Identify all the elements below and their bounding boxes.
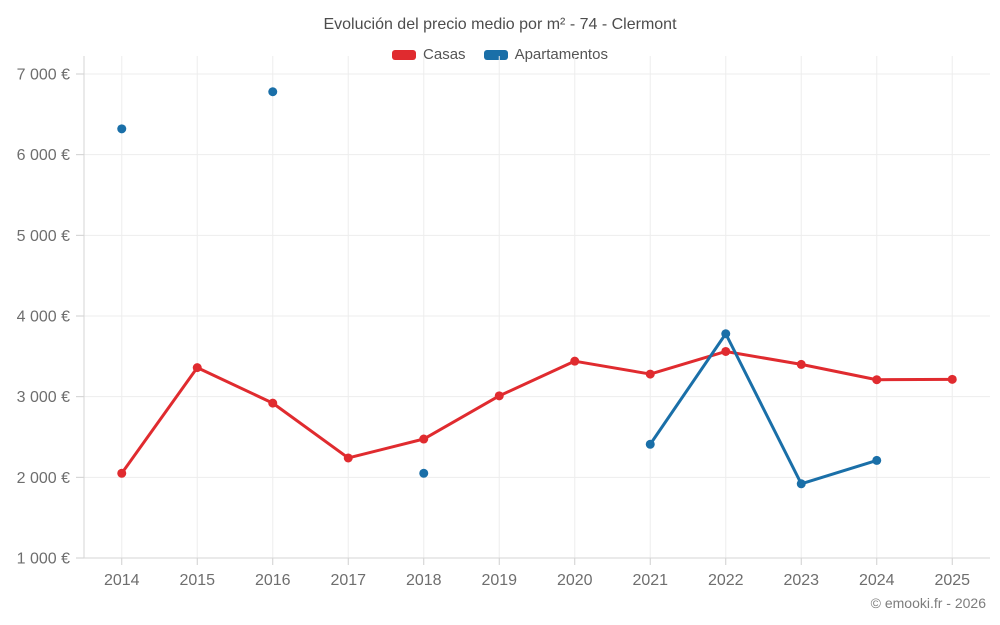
data-point-apartamentos-2024 xyxy=(872,455,882,465)
data-point-apartamentos-2023 xyxy=(796,479,806,489)
data-point-casas-2024 xyxy=(872,375,882,385)
chart-legend: Casas Apartamentos xyxy=(0,46,1000,63)
data-point-casas-2016 xyxy=(268,398,278,408)
apartamentos-swatch-icon xyxy=(483,49,508,60)
legend-item-apartamentos[interactable]: Apartamentos xyxy=(483,46,608,63)
x-axis-label: 2021 xyxy=(632,572,668,589)
data-point-casas-2019 xyxy=(494,391,504,401)
casas-swatch-icon xyxy=(392,49,417,60)
y-axis-label: 4 000 € xyxy=(17,309,70,326)
x-axis-label: 2017 xyxy=(330,572,366,589)
x-axis-label: 2023 xyxy=(783,572,819,589)
y-axis-label: 5 000 € xyxy=(17,228,70,245)
data-point-casas-2021 xyxy=(645,369,655,379)
data-point-casas-2020 xyxy=(570,356,580,366)
x-axis-label: 2014 xyxy=(104,572,140,589)
data-point-casas-2022 xyxy=(721,346,731,356)
legend-label-apartamentos: Apartamentos xyxy=(514,46,608,63)
y-axis-label: 7 000 € xyxy=(17,67,70,84)
data-point-apartamentos-2018 xyxy=(419,468,429,478)
x-axis-label: 2022 xyxy=(708,572,744,589)
data-point-casas-2023 xyxy=(796,359,806,369)
x-axis-label: 2016 xyxy=(255,572,291,589)
data-point-casas-2014 xyxy=(117,468,127,478)
data-point-casas-2015 xyxy=(192,363,202,373)
data-point-apartamentos-2021 xyxy=(645,439,655,449)
data-point-apartamentos-2022 xyxy=(721,329,731,339)
chart-title: Evolución del precio medio por m² - 74 -… xyxy=(323,16,677,33)
data-point-casas-2025 xyxy=(947,374,957,384)
y-axis-label: 6 000 € xyxy=(17,147,70,164)
x-axis-label: 2024 xyxy=(859,572,895,589)
series-line-apartamentos xyxy=(648,332,879,486)
x-axis-label: 2015 xyxy=(179,572,215,589)
legend-label-casas: Casas xyxy=(423,46,466,63)
y-axis-label: 1 000 € xyxy=(17,551,70,568)
x-axis-label: 2019 xyxy=(481,572,517,589)
data-point-apartamentos-2016 xyxy=(268,87,278,97)
data-point-apartamentos-2014 xyxy=(117,124,127,134)
legend-item-casas[interactable]: Casas xyxy=(392,46,466,63)
x-axis-label: 2020 xyxy=(557,572,593,589)
series-line-casas xyxy=(120,349,954,475)
y-axis-label: 2 000 € xyxy=(17,470,70,487)
y-axis-label: 3 000 € xyxy=(17,389,70,406)
x-axis-label: 2025 xyxy=(934,572,970,589)
attribution: © emooki.fr - 2026 xyxy=(870,595,986,611)
x-axis-label: 2018 xyxy=(406,572,442,589)
data-point-casas-2018 xyxy=(419,434,429,444)
data-point-casas-2017 xyxy=(343,453,353,463)
